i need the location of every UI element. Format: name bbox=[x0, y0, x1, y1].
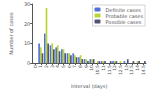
svg-text:2: 2 bbox=[44, 65, 49, 68]
svg-text:6: 6 bbox=[67, 65, 72, 68]
svg-text:30: 30 bbox=[24, 1, 30, 7]
svg-text:14: 14 bbox=[135, 65, 140, 71]
svg-text:3: 3 bbox=[50, 65, 55, 68]
svg-text:0: 0 bbox=[33, 65, 38, 68]
svg-text:Definite cases: Definite cases bbox=[105, 6, 141, 13]
svg-text:1: 1 bbox=[38, 65, 43, 68]
svg-text:10: 10 bbox=[89, 65, 94, 71]
svg-text:11: 11 bbox=[101, 65, 106, 71]
svg-text:10.5: 10.5 bbox=[95, 65, 100, 75]
svg-text:7: 7 bbox=[72, 65, 77, 68]
svg-text:14.5: 14.5 bbox=[141, 65, 146, 75]
svg-text:Probable cases: Probable cases bbox=[105, 12, 143, 19]
svg-text:13: 13 bbox=[124, 65, 129, 71]
svg-text:Number of cases: Number of cases bbox=[8, 12, 14, 55]
svg-text:0: 0 bbox=[27, 60, 30, 66]
svg-text:13.5: 13.5 bbox=[129, 65, 134, 75]
svg-text:12.5: 12.5 bbox=[118, 65, 123, 75]
svg-text:9: 9 bbox=[84, 65, 89, 68]
svg-text:4: 4 bbox=[55, 65, 60, 68]
svg-text:12: 12 bbox=[112, 65, 117, 71]
svg-text:Possible cases: Possible cases bbox=[106, 19, 142, 25]
svg-text:5: 5 bbox=[61, 65, 66, 68]
svg-text:8: 8 bbox=[78, 65, 83, 68]
svg-text:10: 10 bbox=[24, 40, 30, 46]
svg-text:20: 20 bbox=[24, 21, 30, 27]
svg-text:Interval (days): Interval (days) bbox=[71, 83, 107, 90]
svg-text:11.5: 11.5 bbox=[107, 65, 112, 75]
